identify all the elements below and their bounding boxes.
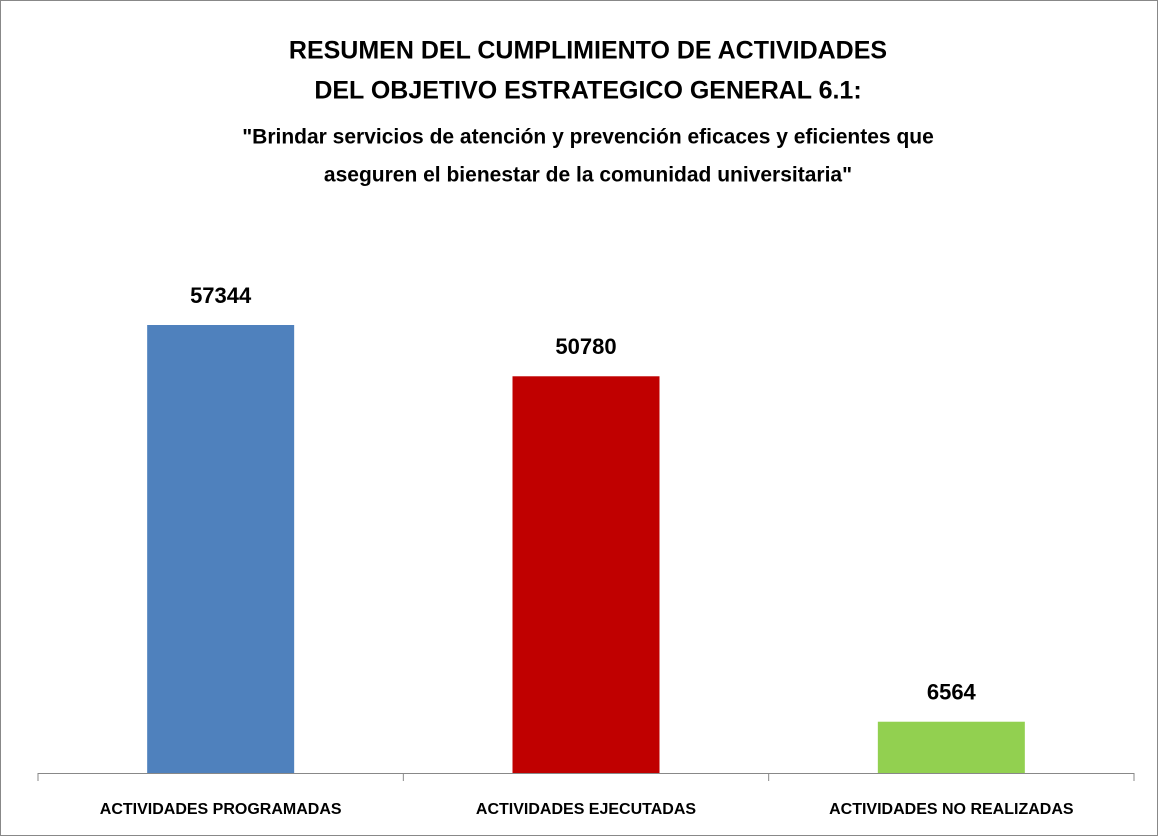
chart-subtitle: aseguren el bienestar de la comunidad un…: [324, 164, 852, 187]
chart-subtitle: "Brindar servicios de atención y prevenc…: [242, 126, 934, 149]
chart-title: RESUMEN DEL CUMPLIMIENTO DE ACTIVIDADES: [289, 37, 887, 65]
bar: [512, 376, 660, 773]
x-tick-label: ACTIVIDADES EJECUTADAS: [476, 801, 697, 818]
data-label: 6564: [927, 680, 977, 705]
bar: [877, 721, 1025, 773]
x-tick-label: ACTIVIDADES PROGRAMADAS: [100, 801, 342, 818]
bar: [147, 325, 295, 773]
data-label: 57344: [190, 283, 252, 308]
x-tick-label: ACTIVIDADES NO REALIZADAS: [829, 801, 1074, 818]
chart-title: DEL OBJETIVO ESTRATEGICO GENERAL 6.1:: [314, 77, 861, 105]
data-label: 50780: [555, 334, 616, 359]
